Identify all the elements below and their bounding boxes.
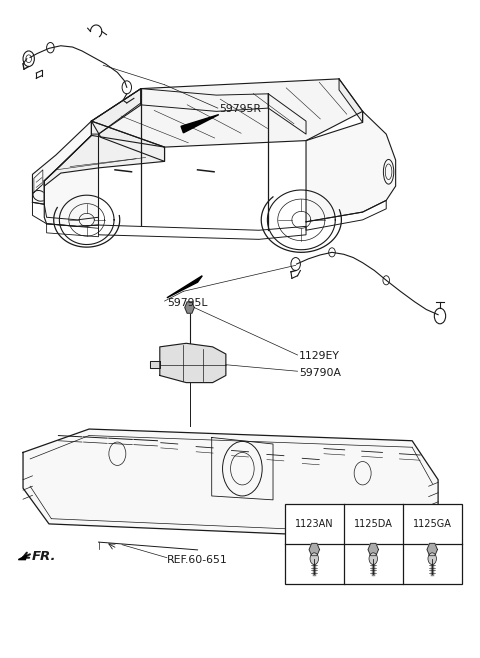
Polygon shape [150, 361, 160, 368]
Polygon shape [181, 114, 219, 133]
Polygon shape [44, 89, 141, 226]
Polygon shape [18, 555, 27, 560]
Text: 1125GA: 1125GA [413, 519, 452, 529]
Text: 59795R: 59795R [219, 105, 261, 114]
Text: REF.60-651: REF.60-651 [167, 555, 228, 565]
Polygon shape [91, 89, 141, 134]
Text: FR.: FR. [32, 550, 56, 563]
Bar [285, 505, 462, 584]
Polygon shape [306, 111, 396, 222]
Polygon shape [427, 544, 437, 556]
Polygon shape [91, 121, 165, 161]
Circle shape [428, 553, 436, 565]
Text: 1125DA: 1125DA [354, 519, 393, 529]
Polygon shape [368, 544, 378, 556]
Polygon shape [339, 79, 362, 122]
Polygon shape [44, 136, 165, 186]
Text: 1123AN: 1123AN [295, 519, 334, 529]
Polygon shape [160, 343, 226, 382]
Polygon shape [23, 429, 438, 536]
Polygon shape [309, 544, 320, 556]
Circle shape [369, 553, 377, 565]
Polygon shape [33, 121, 91, 204]
Polygon shape [91, 79, 362, 147]
Polygon shape [167, 276, 202, 298]
Polygon shape [185, 302, 194, 313]
Text: 1129EY: 1129EY [299, 351, 340, 361]
Circle shape [310, 553, 319, 565]
Text: 59790A: 59790A [299, 368, 341, 378]
Text: 59795L: 59795L [167, 298, 207, 308]
